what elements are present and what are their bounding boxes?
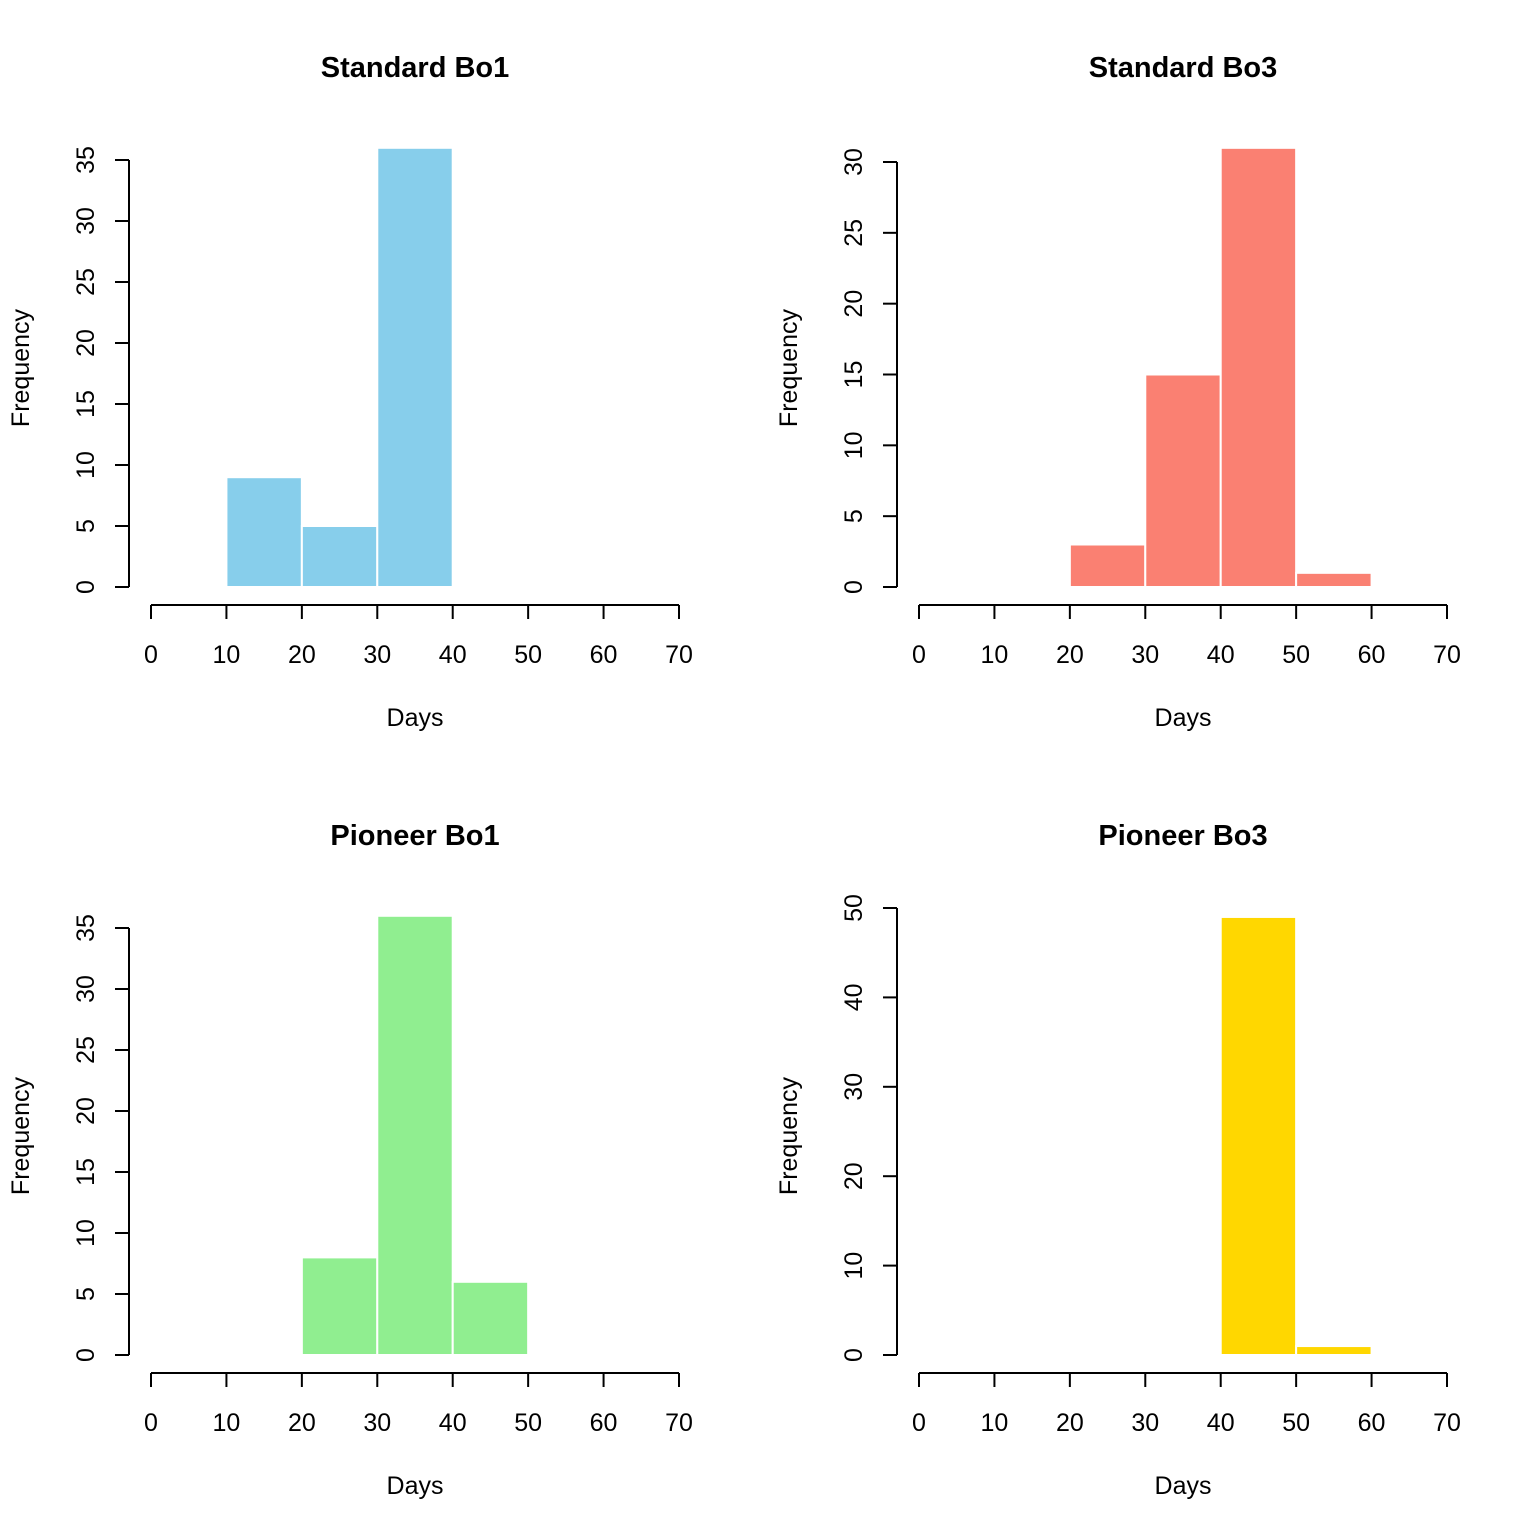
histogram-bar xyxy=(1144,373,1222,588)
y-tick-label: 25 xyxy=(840,219,868,247)
y-tick-label: 50 xyxy=(840,894,868,922)
y-tick-label: 30 xyxy=(72,207,100,235)
y-tick-label: 15 xyxy=(72,1158,100,1186)
x-tick-label: 60 xyxy=(1358,641,1386,669)
histogram-bar xyxy=(376,914,454,1356)
y-tick-label: 20 xyxy=(72,1097,100,1125)
x-tick-label: 70 xyxy=(665,641,693,669)
histogram-bar xyxy=(1219,146,1298,588)
y-tick-label: 25 xyxy=(72,268,100,296)
y-tick-label: 5 xyxy=(72,1287,100,1301)
x-tick-label: 20 xyxy=(288,641,316,669)
y-tick-label: 15 xyxy=(840,361,868,389)
y-tick-label: 30 xyxy=(840,148,868,176)
histogram-bar xyxy=(1068,543,1147,588)
x-tick-label: 30 xyxy=(1131,1409,1159,1437)
x-tick-label: 40 xyxy=(439,1409,467,1437)
y-tick-label: 5 xyxy=(840,509,868,523)
panel-title: Standard Bo3 xyxy=(1089,52,1278,84)
x-tick-label: 30 xyxy=(1131,641,1159,669)
x-axis-label: Days xyxy=(1155,704,1212,732)
y-tick-label: 20 xyxy=(72,329,100,357)
y-tick-label: 15 xyxy=(72,390,100,418)
histogram-panel-pioneer-bo1: Pioneer Bo1 Days Frequency 0 10 20 30 40 50 60… xyxy=(7,820,693,1500)
x-tick-label: 70 xyxy=(1433,641,1461,669)
x-tick-label: 50 xyxy=(514,1409,542,1437)
histogram-bar xyxy=(376,146,454,589)
x-tick-label: 60 xyxy=(1358,1409,1386,1437)
histogram-bar xyxy=(300,1256,379,1357)
y-tick-label: 20 xyxy=(840,1162,868,1190)
x-tick-label: 50 xyxy=(514,641,542,669)
y-tick-label: 0 xyxy=(72,580,100,594)
panel-title: Pioneer Bo3 xyxy=(1098,820,1267,852)
x-tick-label: 10 xyxy=(213,641,241,669)
x-tick-label: 0 xyxy=(144,1409,158,1437)
x-tick-label: 0 xyxy=(144,641,158,669)
x-tick-label: 50 xyxy=(1282,641,1310,669)
histogram-bar xyxy=(300,525,379,588)
y-tick-label: 30 xyxy=(72,975,100,1003)
histogram-bar xyxy=(451,1280,530,1357)
x-axis-label: Days xyxy=(387,704,444,732)
y-axis-label: Frequency xyxy=(7,1076,35,1195)
x-axis-label: Days xyxy=(1155,1472,1212,1500)
y-tick-label: 35 xyxy=(72,146,100,174)
panel-title: Standard Bo1 xyxy=(321,52,510,84)
x-tick-label: 50 xyxy=(1282,1409,1310,1437)
x-tick-label: 70 xyxy=(665,1409,693,1437)
y-tick-label: 35 xyxy=(72,914,100,942)
histogram-bar xyxy=(1219,915,1298,1356)
x-tick-label: 30 xyxy=(363,1409,391,1437)
y-axis-label: Frequency xyxy=(7,308,35,427)
y-tick-label: 20 xyxy=(840,290,868,318)
y-tick-label: 10 xyxy=(840,431,868,459)
x-axis-label: Days xyxy=(387,1472,444,1500)
x-tick-label: 70 xyxy=(1433,1409,1461,1437)
x-tick-label: 20 xyxy=(288,1409,316,1437)
x-tick-label: 60 xyxy=(590,641,618,669)
histogram-bar xyxy=(225,476,303,589)
x-tick-label: 40 xyxy=(1207,1409,1235,1437)
y-tick-label: 0 xyxy=(840,1348,868,1362)
x-tick-label: 40 xyxy=(439,641,467,669)
y-tick-label: 25 xyxy=(72,1036,100,1064)
x-tick-label: 20 xyxy=(1056,641,1084,669)
x-tick-label: 10 xyxy=(981,1409,1009,1437)
y-tick-label: 30 xyxy=(840,1073,868,1101)
y-tick-label: 0 xyxy=(72,1348,100,1362)
y-tick-label: 10 xyxy=(840,1252,868,1280)
x-tick-label: 10 xyxy=(981,641,1009,669)
y-tick-label: 40 xyxy=(840,983,868,1011)
x-tick-label: 20 xyxy=(1056,1409,1084,1437)
y-tick-label: 0 xyxy=(840,580,868,594)
y-axis-label: Frequency xyxy=(775,308,803,427)
histogram-panel-standard-bo3: Standard Bo3 Days Frequency 0 10 20 30 40 50 6… xyxy=(775,52,1461,732)
histogram-bar xyxy=(1295,571,1373,588)
x-tick-label: 60 xyxy=(590,1409,618,1437)
y-axis-label: Frequency xyxy=(775,1076,803,1195)
x-tick-label: 10 xyxy=(213,1409,241,1437)
x-tick-label: 0 xyxy=(912,1409,926,1437)
x-tick-label: 30 xyxy=(363,641,391,669)
y-tick-label: 5 xyxy=(72,519,100,533)
histogram-panel-pioneer-bo3: Pioneer Bo3 Days Frequency 0 10 20 30 40 50 60… xyxy=(775,820,1461,1500)
panel-title: Pioneer Bo1 xyxy=(330,820,499,852)
histogram-bar xyxy=(1295,1345,1373,1357)
histogram-panel-standard-bo1: Standard Bo1 Days Frequency 0 10 20 30 40 50 6… xyxy=(7,52,693,732)
x-tick-label: 40 xyxy=(1207,641,1235,669)
y-tick-label: 10 xyxy=(72,451,100,479)
x-tick-label: 0 xyxy=(912,641,926,669)
y-tick-label: 10 xyxy=(72,1219,100,1247)
